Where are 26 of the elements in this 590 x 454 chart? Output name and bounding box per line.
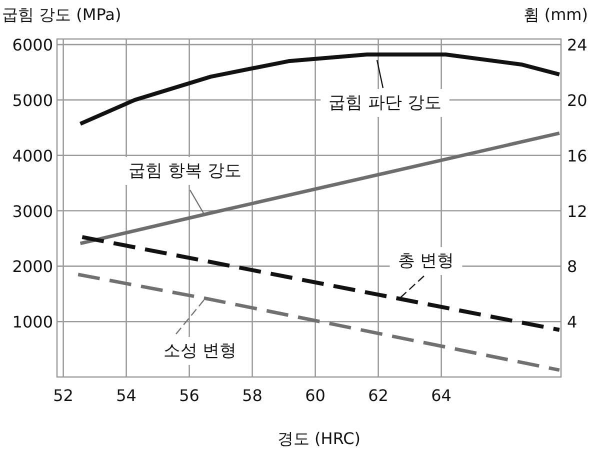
y-tick-label: 4000 — [12, 146, 53, 166]
series-label: 총 변형 — [398, 251, 454, 271]
x-tick-label: 54 — [116, 386, 136, 405]
series-label: 굽힘 항복 강도 — [128, 161, 242, 181]
x-axis-title: 경도 (HRC) — [277, 429, 361, 448]
x-tick-label: 52 — [53, 386, 74, 405]
legend-label: 굽힘 파단 강도 — [328, 93, 442, 113]
y2-tick-label: 20 — [567, 90, 588, 110]
y2-tick-label: 8 — [567, 257, 578, 276]
y-tick-label: 5000 — [12, 90, 53, 110]
y2-tick-label: 12 — [567, 202, 588, 221]
x-tick-label: 58 — [242, 386, 262, 405]
x-tick-label: 56 — [179, 386, 200, 405]
y2-tick-label: 16 — [567, 146, 588, 166]
y2-axis-title: 휨 (mm) — [523, 5, 588, 24]
x-tick-label: 60 — [305, 386, 326, 405]
y-tick-label: 6000 — [12, 36, 53, 55]
x-tick-label: 62 — [368, 386, 388, 405]
y-tick-label: 1000 — [12, 312, 53, 332]
y2-tick-label: 4 — [567, 312, 578, 332]
y2-tick-label: 24 — [567, 36, 588, 55]
x-tick-label: 64 — [431, 386, 452, 405]
y-axis-title: 굽힘 강도 (MPa) — [2, 5, 122, 24]
legend-label: 소성 변형 — [163, 341, 237, 361]
y-tick-label: 2000 — [12, 257, 53, 276]
y-tick-label: 3000 — [12, 202, 53, 221]
